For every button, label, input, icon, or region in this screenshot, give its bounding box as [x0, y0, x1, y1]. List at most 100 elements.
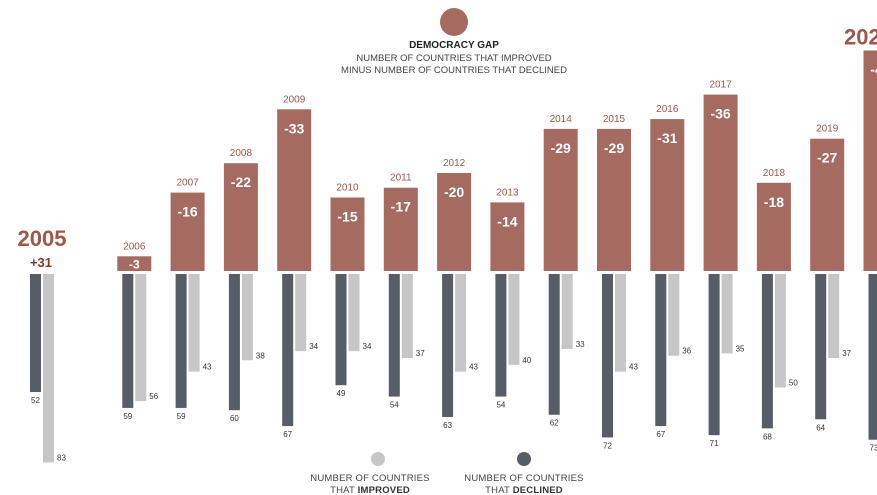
improved-bar-2008 — [241, 274, 253, 361]
declined-label-2019: 64 — [816, 423, 825, 432]
declined-label-2017: 71 — [710, 439, 719, 448]
gap-bar-2012 — [437, 173, 472, 271]
declined-bar-2010 — [335, 274, 347, 386]
improved-label-2018: 50 — [789, 379, 798, 388]
declined-bar-2020 — [868, 274, 877, 440]
year-label-2016: 2016 — [656, 104, 679, 115]
gap-bar-2014 — [543, 128, 578, 271]
improved-bar-2012 — [455, 274, 467, 372]
improved-bar-2010 — [348, 274, 360, 352]
improved-bar-2009 — [295, 274, 307, 352]
declined-label-2009: 67 — [283, 430, 292, 439]
declined-label-2018: 68 — [763, 432, 772, 441]
year-label-2009: 2009 — [283, 94, 306, 105]
declined-bar-2019 — [815, 274, 827, 420]
declined-label-2013: 54 — [496, 401, 505, 410]
year-group-2014: -29 2014 62 33 — [543, 114, 585, 428]
gap-bar-2006 — [117, 256, 152, 271]
year-group-2007: -16 2007 59 43 — [170, 178, 212, 421]
year-group-2020: -4520207328 — [844, 25, 877, 453]
improved-label-2010: 34 — [363, 342, 372, 351]
gap-bar-2007 — [170, 192, 205, 271]
declined-label-2007: 59 — [177, 412, 186, 421]
improved-label-2015: 43 — [629, 363, 638, 372]
declined-bar-2005 — [30, 274, 41, 393]
improved-label-2007: 43 — [203, 363, 212, 372]
gap-label-2017: -36 — [710, 106, 730, 122]
improved-bar-2011 — [401, 274, 413, 358]
gap-label-2012: -20 — [444, 184, 464, 200]
chart-title: DEMOCRACY GAP — [409, 40, 499, 51]
declined-label-2006: 59 — [123, 412, 132, 421]
gap-label-2015: -29 — [604, 140, 624, 156]
year-label-2011: 2011 — [390, 173, 412, 184]
gap-label-2019: -27 — [817, 150, 837, 166]
improved-label-2013: 40 — [522, 356, 531, 365]
chart-header: DEMOCRACY GAP NUMBER OF COUNTRIES THAT I… — [341, 8, 567, 76]
improved-label-2019: 37 — [842, 349, 851, 358]
declined-label-2012: 63 — [443, 421, 452, 430]
improved-bar-2005 — [43, 274, 54, 463]
year-label-2010: 2010 — [336, 183, 359, 194]
year-label-2008: 2008 — [230, 148, 253, 159]
year-group-2013: -14 2013 54 40 — [490, 187, 532, 410]
declined-bar-2016 — [655, 274, 667, 427]
gap-bar-2009 — [277, 109, 312, 271]
improved-label-2005: 83 — [57, 453, 66, 462]
gap-bar-2010 — [330, 197, 365, 271]
improved-bar-2017 — [721, 274, 733, 354]
gap-label-2010: -15 — [337, 209, 357, 225]
year-group-2009: -33 2009 67 34 — [277, 94, 319, 439]
improved-bar-2018 — [774, 274, 786, 388]
gap-bar-2013 — [490, 202, 525, 271]
declined-bar-2014 — [548, 274, 560, 415]
gap-legend-dot — [440, 8, 468, 36]
gap-bar-2008 — [223, 163, 258, 271]
gap-label-2013: -14 — [497, 213, 517, 229]
year-group-2010: -15 2010 49 34 — [330, 183, 372, 398]
year-group-2012: -20 2012 63 43 — [437, 158, 479, 430]
declined-bar-2008 — [228, 274, 240, 411]
improved-bar-2019 — [828, 274, 840, 358]
declined-bar-2007 — [175, 274, 187, 408]
year-group-2017: -36 2017 71 35 — [703, 80, 745, 448]
improved-bar-2013 — [508, 274, 520, 365]
declined-bar-2017 — [708, 274, 720, 436]
improved-bar-2016 — [668, 274, 680, 356]
gap-bar-2016 — [650, 119, 685, 271]
declined-bar-2013 — [495, 274, 507, 397]
legend-declined-dot — [517, 452, 531, 466]
declined-bar-2018 — [761, 274, 773, 429]
year-group-2018: -18 2018 68 50 — [756, 168, 798, 441]
declined-bar-2009 — [282, 274, 294, 427]
improved-label-2016: 36 — [682, 347, 691, 356]
gap-label-2018: -18 — [764, 194, 784, 210]
gap-bar-2011 — [383, 187, 418, 271]
gap-bar-2020 — [863, 50, 877, 271]
legend-improved-dot — [371, 452, 385, 466]
year-label-2007: 2007 — [176, 178, 199, 189]
bars-layer: +31 2005 52 83 -3 2006 59 56 -16 2007 59 43 -22 2008 6… — [18, 25, 877, 463]
improved-label-2017: 35 — [736, 344, 745, 353]
legend-declined-line2: THAT DECLINED — [485, 485, 563, 495]
declined-label-2010: 49 — [337, 389, 346, 398]
gap-bar-2017 — [703, 94, 738, 271]
improved-label-2006: 56 — [149, 392, 158, 401]
year-group-2015: -29 2015 72 43 — [597, 114, 638, 450]
year-group-2011: -17 2011 54 37 — [383, 173, 425, 410]
improved-label-2008: 38 — [256, 351, 265, 360]
year-label-2014: 2014 — [550, 114, 573, 125]
year-label-2005: 2005 — [18, 226, 67, 251]
chart-legend: NUMBER OF COUNTRIES THAT IMPROVED NUMBER… — [310, 452, 583, 495]
declined-label-2011: 54 — [390, 401, 399, 410]
declined-bar-2012 — [442, 274, 454, 418]
gap-label-2007: -16 — [177, 204, 197, 220]
gap-bar-2015 — [597, 128, 631, 271]
declined-label-2020: 73 — [870, 444, 877, 453]
year-label-2013: 2013 — [496, 187, 519, 198]
chart-subtitle-line1: NUMBER OF COUNTRIES THAT IMPROVED — [356, 53, 551, 64]
gap-label-2011: -17 — [391, 199, 411, 215]
legend-improved-line2: THAT IMPROVED — [330, 485, 410, 495]
gap-label-2006: -3 — [129, 258, 140, 272]
